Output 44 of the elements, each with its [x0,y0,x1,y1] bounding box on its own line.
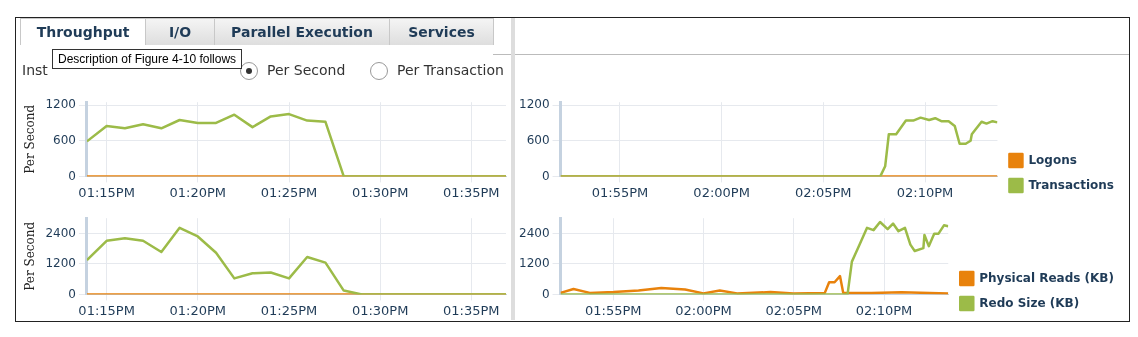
y-tick-label: 2400 [45,225,76,240]
x-tick-label: 02:05PM [795,184,852,200]
x-tick-label: 02:00PM [675,302,732,318]
x-tick-label: 01:15PM [78,184,135,200]
x-tick-label: 01:20PM [169,302,227,318]
text: Inst [22,62,48,78]
y-tick-label: 1200 [45,256,76,271]
text: Throughput [20,18,146,45]
text: Description of Figure 4-10 follows [52,49,243,69]
text: Per Transaction [397,62,504,78]
y-tick-label: 1200 [45,97,76,112]
x-tick-label: 01:25PM [260,302,318,318]
y-tick-label: 1200 [518,256,550,271]
y-tick-label: 600 [53,132,76,147]
text: Parallel Execution [214,18,390,45]
x-tick-label: 01:35PM [443,184,500,200]
x-tick-label: 02:00PM [693,184,750,200]
y-tick-label: 0 [68,168,76,183]
x-tick-label: 01:30PM [351,184,409,200]
legend-label: Logons [1028,152,1077,167]
y-tick-label: 0 [541,168,550,183]
text: Per Second [267,62,346,78]
y-tick-label: 600 [526,132,550,147]
x-tick-label: 01:20PM [169,184,227,200]
x-tick-label: 01:25PM [260,184,318,200]
x-tick-label: 01:55PM [591,184,649,200]
text: Services [389,18,494,45]
legend-label: Transactions [1028,177,1114,192]
x-tick-label: 01:55PM [585,302,642,318]
text: I/O [145,18,215,45]
y-axis-title: Per Second [23,221,38,291]
x-tick-label: 02:10PM [855,302,913,318]
y-axis-title: Per Second [23,104,38,174]
legend-label: Physical Reads (KB) [979,270,1114,285]
y-tick-label: 2400 [518,225,550,240]
x-tick-label: 02:10PM [896,184,954,200]
legend-label: Redo Size (KB) [979,295,1080,310]
y-tick-label: 1200 [518,97,550,112]
x-tick-label: 01:15PM [78,302,135,318]
y-tick-label: 0 [68,286,76,301]
x-tick-label: 01:35PM [443,302,500,318]
x-tick-label: 02:05PM [765,302,822,318]
x-tick-label: 01:30PM [351,302,409,318]
y-tick-label: 0 [541,286,550,301]
